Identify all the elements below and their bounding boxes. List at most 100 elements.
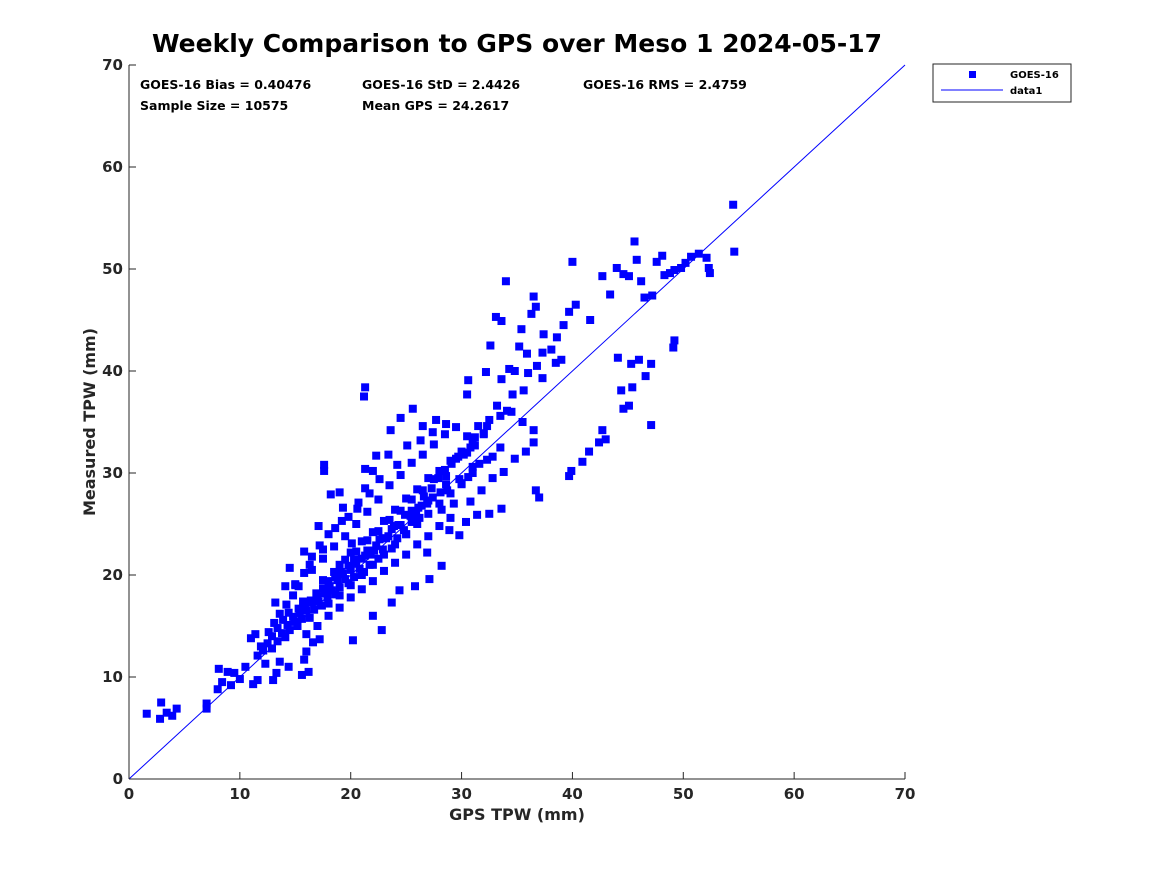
data-point [619,270,628,279]
data-point [412,510,421,519]
data-point [319,545,327,554]
legend-label-goes16: GOES-16 [1010,70,1059,81]
data-point [652,257,661,266]
data-point [468,462,477,471]
data-point [449,499,458,508]
data-point [393,534,402,543]
data-point [507,407,516,416]
data-point [428,493,437,502]
data-point [368,577,377,586]
data-point [481,368,490,377]
data-point [270,618,279,627]
data-point [406,511,415,520]
data-point [455,531,464,540]
data-point [524,369,533,378]
data-point [337,516,346,525]
data-point [485,509,494,518]
data-point [418,422,427,431]
data-point [413,540,422,549]
data-point [305,560,314,569]
data-point [363,546,372,555]
data-point [300,655,309,664]
data-point [374,495,383,504]
data-point [497,375,506,384]
data-point [446,513,455,522]
data-point [385,515,394,524]
data-point [387,544,396,553]
data-point [319,576,327,585]
data-point [218,678,227,687]
data-point [518,418,527,426]
one-to-one-line [128,64,906,780]
data-point [314,522,323,531]
data-point [157,698,166,707]
data-point [263,639,272,648]
data-point [324,530,333,539]
stat-annotation: GOES-16 RMS = 2.4759 [583,77,747,92]
data-point [386,426,395,435]
data-point [687,252,696,261]
data-point [408,404,417,413]
data-point [281,633,290,642]
data-point [352,547,361,556]
data-point [586,316,595,324]
data-point [226,681,235,690]
data-point [538,374,547,383]
data-point [428,428,437,437]
x-tick-label: 60 [784,785,805,803]
data-point [223,667,232,676]
data-point [470,433,479,442]
data-point [156,714,165,723]
data-point [251,630,260,639]
data-point [612,263,621,272]
data-point [291,581,300,590]
data-point [259,646,268,655]
data-point [547,345,556,354]
data-point [330,542,339,551]
data-point [407,517,416,526]
data-point [346,565,355,574]
data-point [142,709,151,718]
data-point [379,550,388,559]
data-point [395,586,404,595]
data-point [423,548,432,557]
data-point [300,547,309,556]
data-point [519,386,528,395]
data-point [648,291,657,300]
data-point [497,504,506,513]
data-point [378,545,387,554]
stat-annotation: Sample Size = 10575 [140,98,288,113]
data-point [565,307,574,316]
data-point [275,657,284,666]
data-point [473,510,482,519]
data-point [277,629,286,638]
data-point [246,634,255,643]
data-point [319,554,327,563]
data-point [297,614,306,623]
data-point [391,558,400,567]
data-point [369,546,378,555]
data-point [670,336,679,345]
data-point [384,450,393,459]
data-point [379,566,388,575]
data-point [307,552,316,561]
data-point [282,600,291,609]
data-point [279,615,288,624]
data-point [346,581,355,590]
data-point [499,467,508,476]
legend-label-data1: data1 [1010,86,1042,97]
data-point [463,432,472,441]
data-point [407,495,416,504]
data-point [331,524,340,533]
data-point [366,550,375,559]
data-point [532,361,541,370]
data-point [665,269,674,278]
data-point [463,390,472,399]
data-point [437,561,446,570]
data-point [396,506,405,515]
data-point [538,348,547,357]
data-point [694,249,703,258]
data-point [483,455,492,464]
data-point [477,486,486,495]
